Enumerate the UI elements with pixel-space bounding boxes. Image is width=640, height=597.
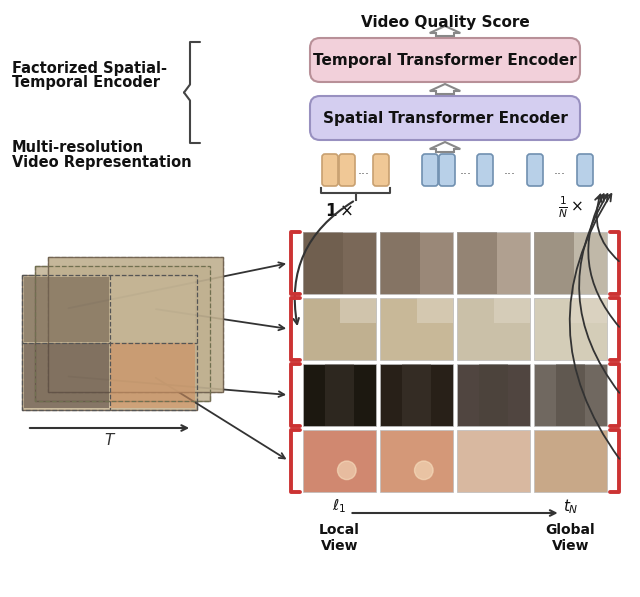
Polygon shape [429, 142, 460, 152]
Bar [24, 343, 109, 408]
FancyArrowPatch shape [579, 194, 620, 393]
FancyBboxPatch shape [422, 154, 438, 186]
FancyBboxPatch shape [577, 154, 593, 186]
Bar [534, 232, 607, 294]
Bar [457, 232, 497, 294]
FancyBboxPatch shape [310, 96, 580, 140]
Text: $t_N$: $t_N$ [563, 497, 579, 516]
Text: Video Representation: Video Representation [12, 155, 191, 171]
Bar [402, 364, 431, 426]
Bar [109, 277, 195, 341]
Polygon shape [429, 84, 460, 94]
Bar [109, 343, 195, 408]
Bar [380, 232, 453, 294]
FancyBboxPatch shape [373, 154, 389, 186]
Text: Factorized Spatial-: Factorized Spatial- [12, 60, 167, 75]
Bar [479, 364, 508, 426]
Text: Temporal Encoder: Temporal Encoder [12, 75, 160, 91]
Text: Temporal Transformer Encoder: Temporal Transformer Encoder [313, 53, 577, 67]
Circle shape [415, 461, 433, 479]
FancyArrowPatch shape [570, 194, 620, 458]
Bar [380, 430, 453, 492]
Text: Local
View: Local View [319, 523, 360, 553]
FancyBboxPatch shape [310, 38, 580, 82]
Bar [493, 298, 530, 323]
Bar [24, 277, 109, 341]
Bar [303, 232, 376, 294]
Bar [534, 232, 574, 294]
Polygon shape [429, 26, 460, 36]
Bar [534, 430, 607, 492]
Bar [570, 298, 607, 323]
FancyBboxPatch shape [477, 154, 493, 186]
Bar [457, 232, 530, 294]
FancyArrowPatch shape [595, 195, 619, 261]
FancyArrowPatch shape [588, 194, 619, 327]
FancyBboxPatch shape [339, 154, 355, 186]
Bar [303, 430, 376, 492]
Polygon shape [48, 257, 223, 392]
Bar [380, 232, 420, 294]
Bar [534, 364, 607, 426]
Text: Video Quality Score: Video Quality Score [360, 15, 529, 30]
Bar [556, 364, 585, 426]
Text: ...: ... [504, 164, 516, 177]
Bar [380, 364, 453, 426]
Bar [457, 430, 530, 492]
FancyBboxPatch shape [439, 154, 455, 186]
Text: $\ell_1$: $\ell_1$ [332, 497, 347, 515]
Bar [380, 298, 453, 360]
Bar [339, 298, 376, 323]
Text: Spatial Transformer Encoder: Spatial Transformer Encoder [323, 110, 568, 125]
Text: ...: ... [358, 164, 370, 177]
Bar [303, 364, 376, 426]
Text: ...: ... [554, 164, 566, 177]
Polygon shape [22, 275, 197, 410]
Circle shape [337, 461, 356, 479]
Text: $\mathbf{1}\times$: $\mathbf{1}\times$ [325, 202, 354, 220]
Bar [457, 298, 530, 360]
Bar [325, 364, 354, 426]
Bar [457, 364, 530, 426]
Bar [303, 298, 376, 360]
Text: $\frac{1}{N}\times$: $\frac{1}{N}\times$ [557, 195, 583, 220]
Polygon shape [35, 266, 210, 401]
Text: T: T [105, 433, 114, 448]
Bar [534, 298, 607, 360]
Bar [417, 298, 453, 323]
Text: Multi-resolution: Multi-resolution [12, 140, 144, 155]
Bar [303, 232, 343, 294]
FancyBboxPatch shape [322, 154, 338, 186]
Text: ...: ... [460, 164, 472, 177]
FancyBboxPatch shape [527, 154, 543, 186]
Text: Global
View: Global View [546, 523, 595, 553]
